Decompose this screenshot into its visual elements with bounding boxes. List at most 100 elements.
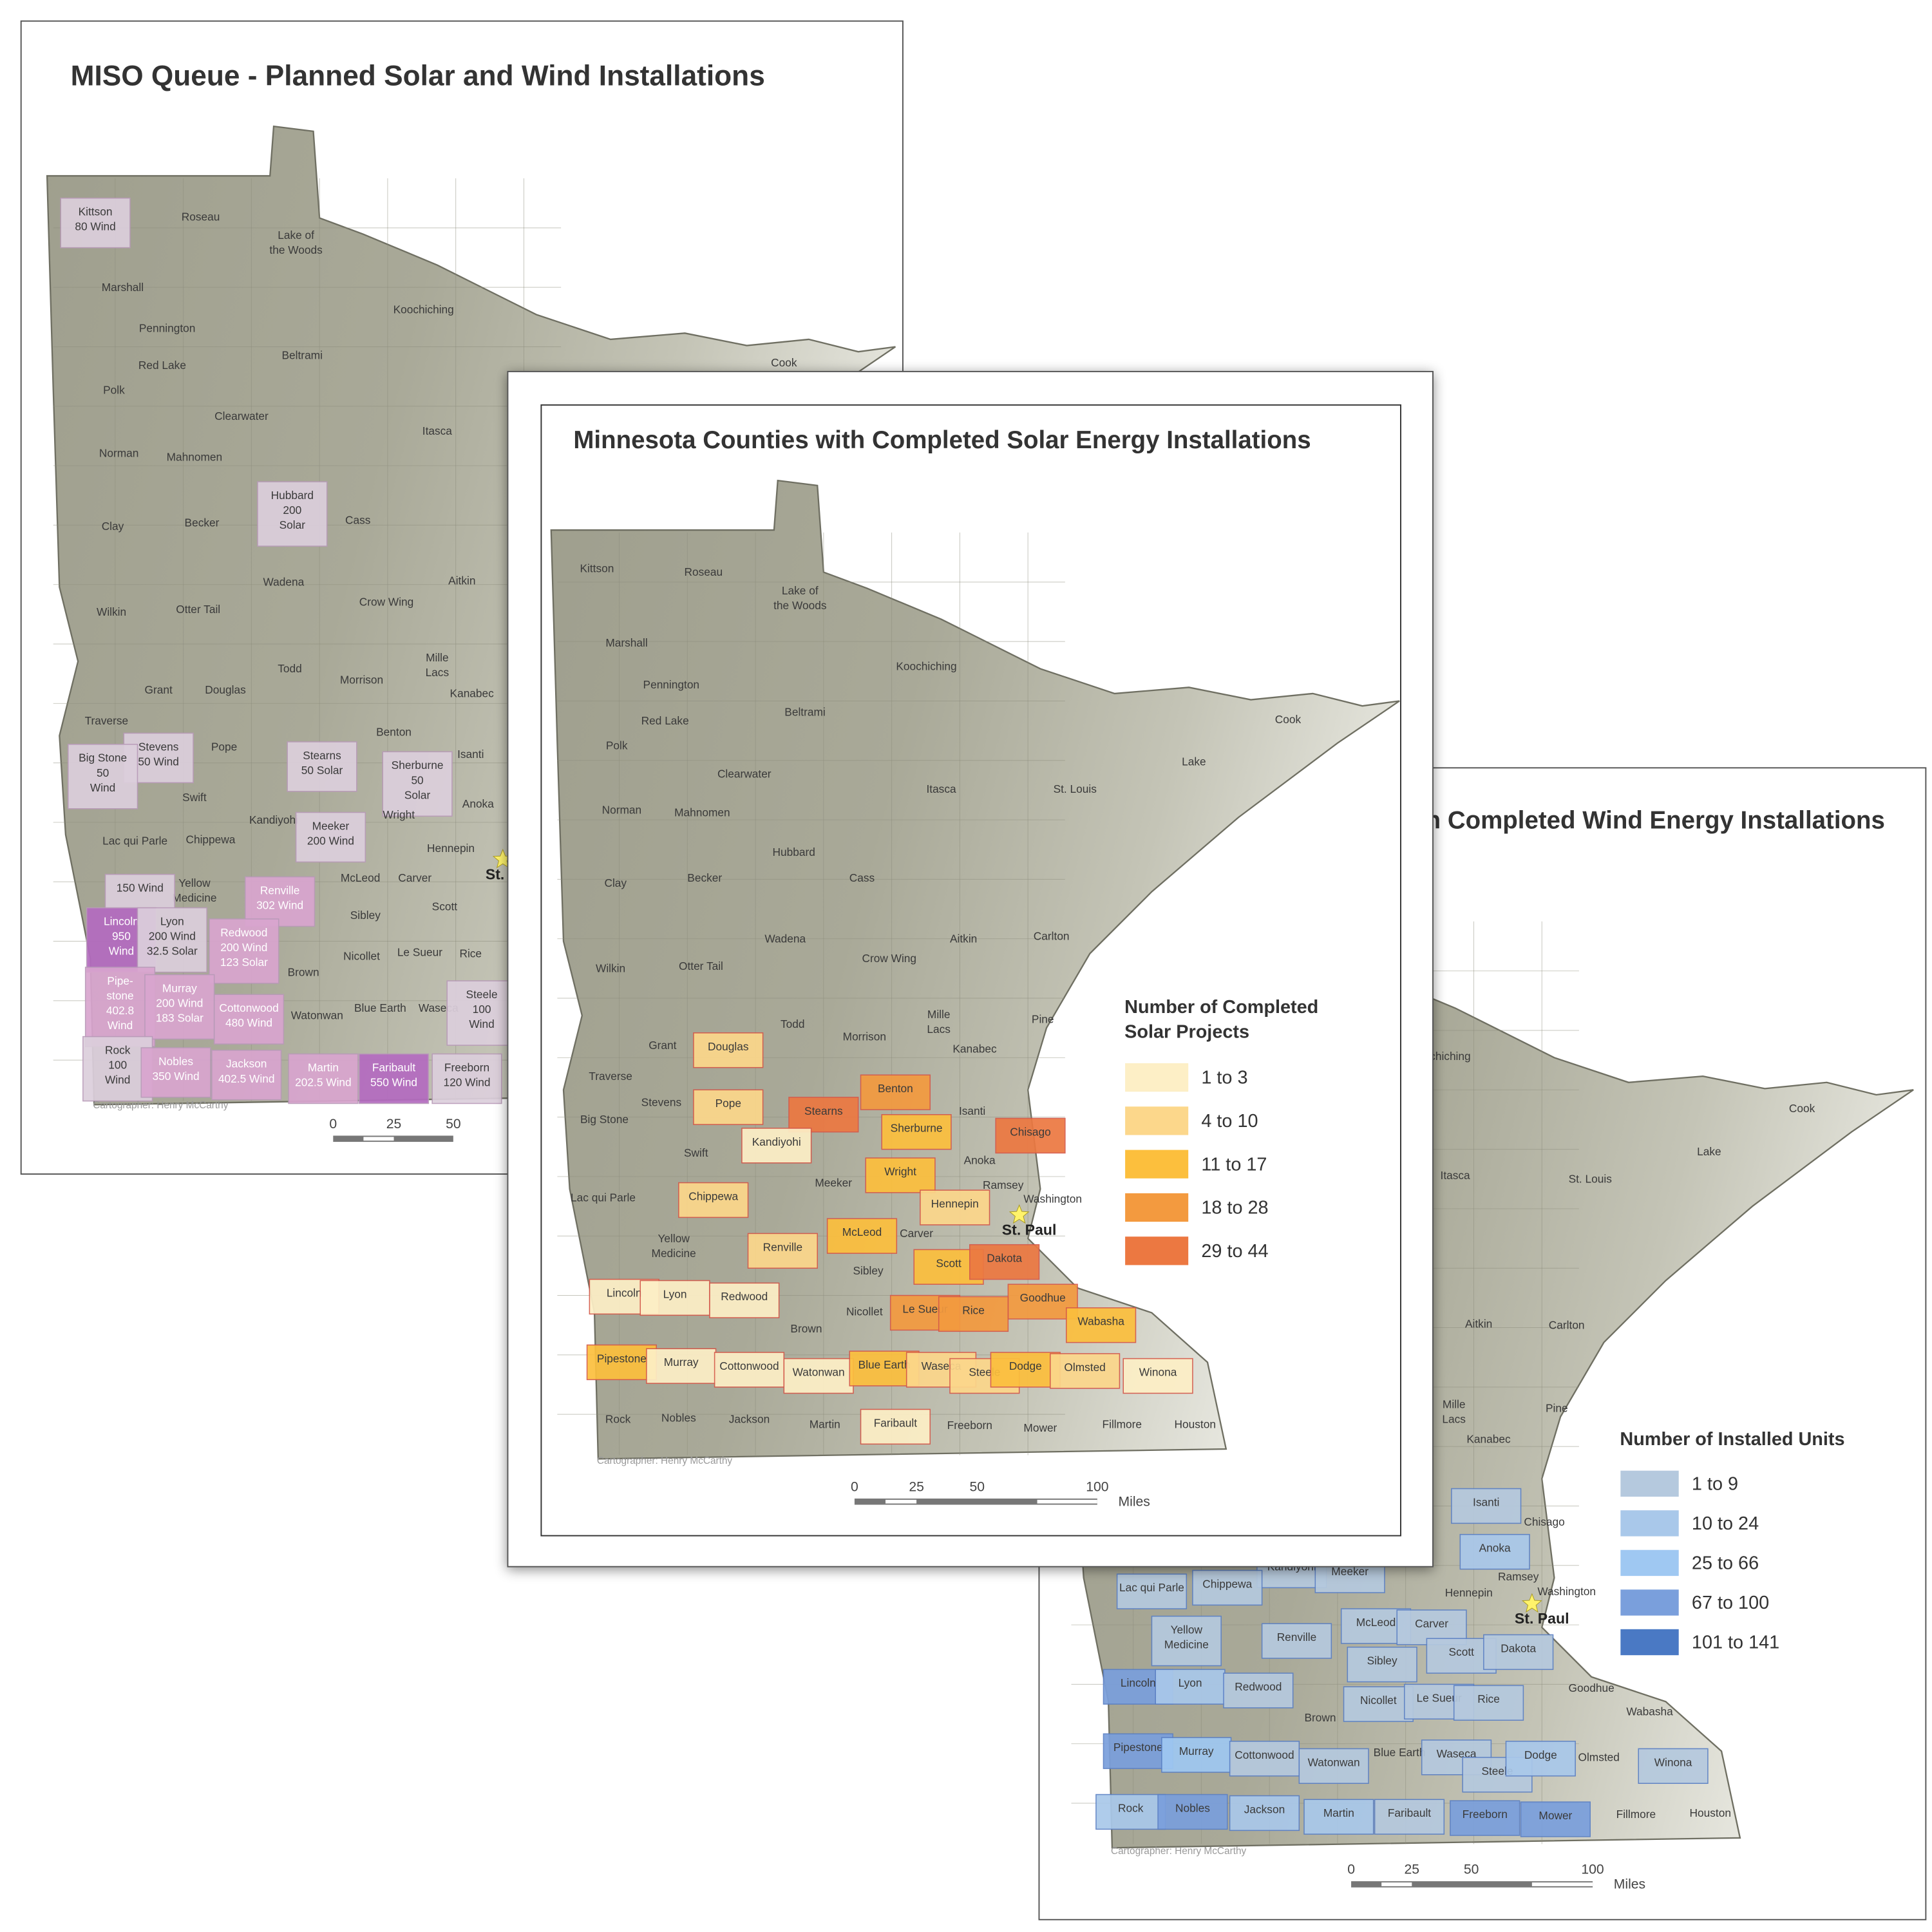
- county-label: Crow Wing: [862, 952, 916, 965]
- county-label: 202.5 Wind: [295, 1076, 352, 1089]
- county-fill: [693, 1032, 764, 1068]
- county-label: Carlton: [1034, 930, 1070, 943]
- county-label: Itasca: [1441, 1169, 1471, 1182]
- county-label: Lake of: [782, 584, 819, 597]
- county-label: Jackson: [226, 1057, 267, 1070]
- county-fill: [1157, 1794, 1228, 1830]
- city-label: St. Paul: [1515, 1610, 1569, 1627]
- county-label: Lacs: [426, 666, 450, 679]
- county-label: 550 Wind: [370, 1076, 417, 1089]
- county-label: Scott: [936, 1256, 961, 1269]
- county-label: Freeborn: [947, 1419, 992, 1432]
- county-label: Todd: [781, 1018, 805, 1030]
- county-label: Otter Tail: [679, 960, 723, 972]
- county-fill: [860, 1074, 931, 1110]
- legend-label: 29 to 44: [1201, 1241, 1268, 1262]
- legend-label: 25 to 66: [1692, 1553, 1759, 1574]
- county-label: Roseau: [182, 210, 220, 223]
- county-label: Becker: [687, 871, 722, 884]
- county-label: Wind: [105, 1074, 130, 1086]
- county-label: Mille: [1443, 1398, 1466, 1411]
- county-label: Douglas: [708, 1040, 749, 1053]
- county-label: Pennington: [643, 678, 700, 691]
- county-label: 200 Wind: [220, 941, 267, 954]
- county-fill: [1459, 1533, 1530, 1570]
- county-fill: [747, 1233, 818, 1269]
- county-label: Renville: [260, 884, 300, 896]
- county-label: McLeod: [842, 1226, 882, 1238]
- county-label: Scott: [1449, 1645, 1475, 1658]
- county-fill: [938, 1296, 1009, 1332]
- county-label: Cook: [1275, 713, 1302, 726]
- county-label: Stevens: [138, 740, 179, 753]
- county-fill: [1638, 1748, 1709, 1784]
- county-label: 200 Wind: [149, 930, 196, 943]
- legend-swatch: [1619, 1509, 1680, 1538]
- county-fill: [137, 907, 207, 973]
- legend-swatch: [1619, 1548, 1680, 1578]
- scale-bar: [854, 1498, 1097, 1505]
- county-label: Wind: [109, 945, 134, 958]
- county-label: Wilkin: [97, 605, 126, 618]
- county-label: Cottonwood: [719, 1359, 779, 1372]
- county-fill: [1298, 1748, 1369, 1784]
- county-label: Marshall: [102, 281, 144, 294]
- county-label: Goodhue: [1569, 1681, 1615, 1694]
- county-label: Houston: [1175, 1417, 1216, 1430]
- county-label: Wadena: [263, 576, 304, 589]
- county-label: Stearns: [804, 1104, 843, 1117]
- scale-segment: [363, 1137, 394, 1141]
- legend-label: 1 to 9: [1692, 1473, 1738, 1494]
- county-label: Isanti: [959, 1104, 985, 1117]
- scale-label: 50: [446, 1117, 461, 1132]
- county-label: Blue Earth: [858, 1358, 911, 1371]
- county-label: Lake: [1697, 1145, 1721, 1158]
- county-label: Anoka: [1479, 1542, 1511, 1555]
- county-label: Mahnomen: [674, 806, 730, 819]
- county-label: Anoka: [964, 1154, 996, 1167]
- county-label: Lac qui Parle: [571, 1191, 636, 1204]
- county-label: Lake: [1182, 755, 1206, 768]
- county-label: Hennepin: [427, 842, 475, 855]
- legend-label: 11 to 17: [1201, 1154, 1267, 1175]
- legend-label: 67 to 100: [1692, 1593, 1769, 1613]
- county-layer: Kittson Roseau Lake of the Woods Marshall Pen…: [571, 562, 1302, 1445]
- county-label: Medicine: [652, 1247, 696, 1260]
- county-fill: [709, 1282, 780, 1318]
- legend-swatch: [1124, 1148, 1190, 1180]
- county-label: Clearwater: [214, 410, 269, 422]
- county-label: Dodge: [1009, 1359, 1042, 1372]
- county-label: Rock: [1118, 1801, 1144, 1814]
- scale-units: Miles: [1119, 1494, 1150, 1509]
- county-label: Meeker: [815, 1176, 852, 1189]
- county-label: 50: [411, 773, 423, 786]
- county-label: Cook: [771, 356, 797, 369]
- county-label: 200 Wind: [307, 835, 354, 848]
- county-label: Wind: [90, 781, 115, 794]
- county-label: Renville: [1277, 1631, 1317, 1643]
- county-label: Grant: [649, 1039, 676, 1052]
- county-label: Rice: [459, 947, 482, 960]
- county-label: Chippewa: [688, 1189, 738, 1202]
- county-fill: [211, 1050, 282, 1101]
- county-label: Carver: [398, 871, 431, 884]
- county-label: Watonwan: [291, 1009, 343, 1022]
- city-star: [1521, 1593, 1542, 1613]
- county-label: McLeod: [1356, 1616, 1396, 1629]
- county-label: Marshall: [605, 636, 647, 649]
- county-label: Steele: [1481, 1765, 1513, 1777]
- county-fill: [693, 1089, 764, 1125]
- county-label: St. Louis: [1569, 1173, 1613, 1186]
- county-fill: [1505, 1741, 1576, 1777]
- county-label: Koochiching: [896, 659, 956, 672]
- county-label: Pipestone: [597, 1352, 647, 1365]
- county-label: Benton: [376, 725, 412, 738]
- state-outline: [550, 479, 1400, 1460]
- county-label: Washington: [1023, 1192, 1082, 1205]
- county-label: Becker: [185, 516, 220, 529]
- county-fill: [920, 1189, 990, 1226]
- county-fill: [1066, 1307, 1137, 1343]
- county-label: Kanabec: [1466, 1432, 1511, 1445]
